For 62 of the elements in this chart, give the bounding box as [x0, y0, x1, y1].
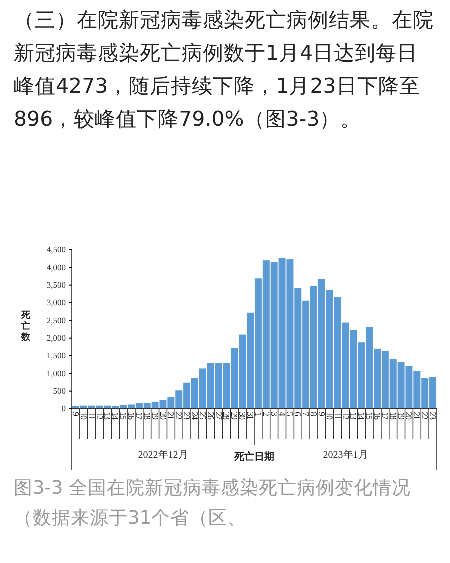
x-tick-label: 19: [150, 412, 160, 420]
x-tick-label: 30: [238, 412, 248, 420]
x-tick-label: 22: [420, 412, 430, 420]
y-tick-label: 0: [62, 404, 66, 414]
x-tick-label: 16: [372, 412, 382, 420]
x-tick-label: 4: [277, 412, 288, 417]
x-tick-label: 3: [269, 412, 280, 417]
x-tick-label: 10: [78, 412, 89, 420]
y-tick-label: 4,000: [46, 262, 66, 272]
x-tick-label: 26: [206, 412, 216, 420]
x-tick-label: 12: [340, 412, 351, 420]
x-tick-label: 25: [198, 412, 208, 420]
x-tick-label: 14: [110, 412, 121, 420]
x-tick-label: 18: [142, 412, 152, 420]
y-tick-label: 3,500: [46, 280, 66, 290]
x-tick-label: 22: [174, 412, 184, 420]
text: 2022年12月: [138, 449, 188, 461]
x-tick-label: 23: [182, 412, 192, 420]
x-tick-label: 8: [309, 412, 320, 417]
x-tick-label: 20: [158, 412, 168, 420]
x-tick-label: 20: [404, 412, 414, 420]
x-tick-label: 17: [134, 412, 144, 420]
x-tick-label: 9: [70, 412, 81, 417]
x-tick-label: 24: [190, 412, 200, 420]
x-tick-label: 21: [412, 412, 422, 420]
chart-title: （三）在院新冠病毒感染死亡病例结果。在院新冠病毒感染死亡病例数于1月4日达到每日峰值4273，随后持续下降，1月23日下降至896，较峰值下降79.0%（图3-3）。: [14, 7, 435, 133]
x-tick-label: 29: [230, 412, 240, 420]
y-tick-label: 1,500: [46, 350, 66, 361]
text: 2023年1月: [323, 449, 368, 461]
x-axis-title: 死亡日期: [234, 451, 274, 463]
x-tick-label: 11: [332, 412, 343, 420]
x-tick-label: 9: [316, 412, 327, 417]
x-tick-label: 10: [324, 412, 335, 420]
y-tick-label: 3,000: [46, 298, 66, 308]
x-tick-label: 27: [214, 412, 224, 420]
x-tick-label: 14: [356, 412, 367, 420]
x-tick-label: 11: [86, 412, 97, 420]
x-tick-label: 19: [396, 412, 406, 420]
y-tick-label: 500: [53, 386, 66, 396]
x-tick-label: 31: [246, 412, 256, 420]
x-tick-label: 5: [285, 412, 296, 417]
x-tick-label: 13: [348, 412, 359, 420]
x-tick-label: 1: [253, 412, 264, 416]
x-tick-label: 16: [126, 412, 137, 420]
x-tick-label: 12: [94, 412, 105, 420]
y-tick-label: 2,000: [46, 333, 66, 344]
x-tick-label: 7: [301, 412, 312, 417]
x-tick-label: 2: [261, 412, 272, 416]
x-tick-label: 17: [380, 412, 390, 420]
x-tick-label: 21: [166, 412, 176, 420]
x-tick-label: 13: [102, 412, 113, 420]
x-tick-label: 23: [428, 412, 438, 420]
y-tick-label: 1,000: [46, 368, 66, 378]
y-tick-label: 2,500: [46, 315, 66, 326]
y-axis-title: 死亡数: [20, 310, 32, 343]
x-tick-label: 28: [222, 412, 232, 420]
caption: 图3-3 全国在院新冠病毒感染死亡病例变化情况（数据来源于31个省（区、: [14, 477, 412, 531]
x-tick-label: 18: [388, 412, 398, 420]
x-tick-label: 15: [118, 412, 129, 420]
x-tick-label: 6: [293, 412, 304, 417]
y-tick-label: 4,500: [46, 244, 66, 255]
x-tick-label: 15: [364, 412, 375, 420]
